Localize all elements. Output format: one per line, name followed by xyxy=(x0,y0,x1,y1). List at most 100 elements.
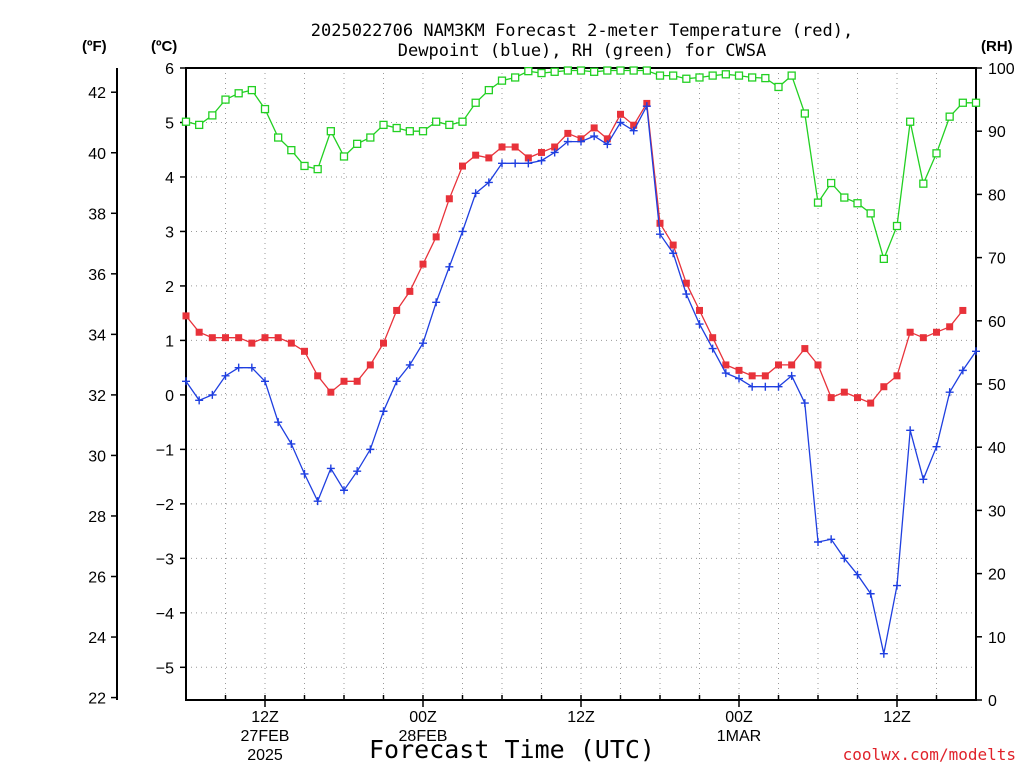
dewpoint-point xyxy=(221,371,230,380)
dewpoint-point xyxy=(945,388,954,397)
temperature-point xyxy=(287,339,295,347)
rh-tick-label: 50 xyxy=(988,377,1006,394)
rh-point xyxy=(642,66,651,75)
dewpoint-point xyxy=(353,467,362,476)
dewpoint-point xyxy=(392,377,401,386)
rh-point xyxy=(497,76,507,85)
temperature-point xyxy=(538,148,545,156)
rh-point xyxy=(208,111,217,120)
rh-point xyxy=(958,98,967,107)
dewpoint-point xyxy=(563,137,572,146)
temperature-point xyxy=(274,334,282,342)
fahrenheit-tick-label: 34 xyxy=(88,327,106,344)
rh-tick-label: 100 xyxy=(988,61,1015,78)
temperature-point xyxy=(314,372,322,380)
dewpoint-point xyxy=(366,445,375,454)
temperature-point xyxy=(472,151,480,159)
dewpoint-point xyxy=(261,377,269,386)
dewpoint-point xyxy=(748,382,757,391)
rh-point xyxy=(181,117,191,126)
dewpoint-point xyxy=(326,464,335,473)
temperature-point xyxy=(353,377,361,385)
dewpoint-point xyxy=(893,581,901,590)
x-tick-label: 12Z xyxy=(567,709,595,726)
fahrenheit-tick-label: 24 xyxy=(88,630,106,647)
title-line-2: Dewpoint (blue), RH (green) for CWSA xyxy=(398,41,766,61)
rh-point xyxy=(379,120,388,130)
rh-tick-label: 90 xyxy=(988,124,1006,141)
dewpoint-point xyxy=(800,399,809,408)
dewpoint-point xyxy=(550,148,559,157)
celsius-tick-label: 2 xyxy=(165,279,174,296)
dewpoint-point xyxy=(840,554,849,563)
dewpoint-point xyxy=(511,159,520,168)
dewpoint-point xyxy=(498,159,506,168)
temperature-point xyxy=(432,233,440,241)
x-axis-title: Forecast Time (UTC) xyxy=(369,735,655,764)
rh-point xyxy=(721,70,730,79)
rh-point xyxy=(234,89,243,98)
temperature-point xyxy=(380,339,387,347)
dewpoint-point xyxy=(787,371,796,380)
title: 2025022706 NAM3KM Forecast 2-meter Tempe… xyxy=(311,21,853,61)
dewpoint-point xyxy=(300,469,309,478)
rh-tick-label: 80 xyxy=(988,187,1006,204)
temperature-point xyxy=(669,241,677,249)
celsius-tick-label: 6 xyxy=(165,61,174,78)
temperature-point xyxy=(327,388,335,396)
temperature-point xyxy=(603,135,611,143)
rh-point xyxy=(708,71,717,80)
dewpoint-point xyxy=(669,249,678,258)
temperature-point xyxy=(840,388,848,396)
rh-point xyxy=(945,112,954,121)
rh-point xyxy=(418,127,428,136)
rh-point xyxy=(590,67,599,76)
temperature-point xyxy=(524,154,532,162)
dewpoint-point xyxy=(932,442,941,451)
dewpoint-point xyxy=(603,140,612,149)
x-tick-date-label: 1MAR xyxy=(717,728,761,745)
rh-tick-label: 10 xyxy=(988,630,1006,647)
temperature-point xyxy=(340,377,348,385)
dewpoint-point xyxy=(247,363,256,372)
dewpoint-point xyxy=(340,486,348,495)
dewpoint-point xyxy=(827,535,836,544)
rh-point xyxy=(458,117,467,126)
rh-point xyxy=(603,66,612,75)
temperature-point xyxy=(880,383,888,391)
temperature-point xyxy=(551,143,559,151)
fahrenheit-tick-label: 42 xyxy=(88,85,106,102)
temperature-point xyxy=(814,361,822,369)
credit-link[interactable]: coolwx.com/modelts xyxy=(843,745,1016,764)
dewpoint-point xyxy=(590,132,599,141)
x-tick-year-label: 2025 xyxy=(247,747,283,764)
rh-point xyxy=(669,71,678,80)
rh-point xyxy=(563,66,572,75)
temperature-point xyxy=(748,372,756,380)
dewpoint-point xyxy=(735,374,743,383)
celsius-tick-label: −4 xyxy=(156,606,174,623)
axes: 2224262830323436384042−5−4−3−2−101234560… xyxy=(88,61,1015,764)
series-layer xyxy=(181,66,981,658)
rh-point xyxy=(616,66,625,75)
celsius-unit-label: (ºC) xyxy=(151,38,177,55)
rh-point xyxy=(353,139,362,148)
temperature-point xyxy=(485,154,493,162)
dewpoint-point xyxy=(524,159,533,168)
fahrenheit-tick-label: 28 xyxy=(88,509,106,526)
temperature-point xyxy=(854,394,861,402)
temperature-point xyxy=(919,334,927,342)
rh-point xyxy=(247,85,256,95)
fahrenheit-tick-label: 22 xyxy=(88,691,106,708)
temperature-point xyxy=(827,394,835,402)
dewpoint-point xyxy=(629,126,638,135)
temperature-point xyxy=(208,334,216,342)
temperature-point xyxy=(195,328,203,336)
dewpoint-point xyxy=(445,262,454,271)
temperature-point xyxy=(735,366,743,374)
rh-point xyxy=(260,104,270,114)
rh-point xyxy=(629,66,638,75)
dewpoint-point xyxy=(708,344,717,353)
dewpoint-point xyxy=(471,189,480,198)
rh-point xyxy=(866,209,875,218)
